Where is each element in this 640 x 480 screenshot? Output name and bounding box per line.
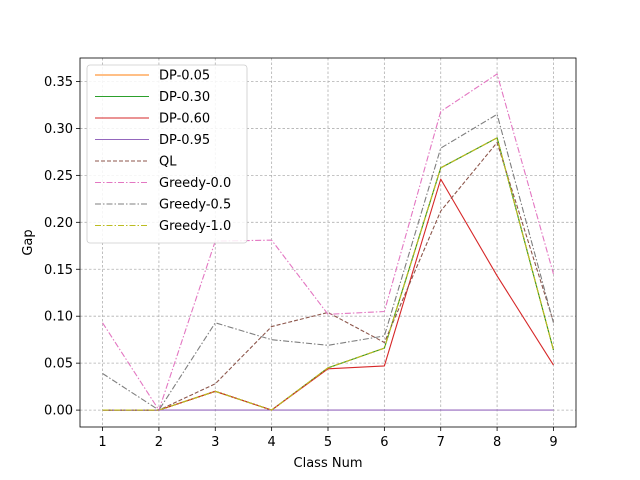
x-tick-label: 9 bbox=[549, 435, 557, 450]
legend-label: Greedy-0.0 bbox=[159, 176, 231, 191]
series-line-ql bbox=[102, 141, 554, 411]
x-tick-label: 6 bbox=[380, 435, 388, 450]
x-tick-label: 3 bbox=[211, 435, 219, 450]
x-tick-label: 7 bbox=[437, 435, 445, 450]
x-tick-label: 8 bbox=[493, 435, 501, 450]
legend-label: DP-0.95 bbox=[159, 133, 210, 148]
x-tick-label: 2 bbox=[155, 435, 163, 450]
x-tick-label: 1 bbox=[98, 435, 106, 450]
y-tick-label: 0.20 bbox=[44, 216, 73, 231]
series-lines bbox=[102, 73, 554, 411]
series-line-dp-0-60 bbox=[102, 178, 554, 411]
x-axis: 1 2 3 4 5 6 7 8 9 bbox=[98, 427, 558, 450]
legend-label: Greedy-1.0 bbox=[159, 219, 231, 234]
series-line-greedy-1-0 bbox=[102, 137, 554, 411]
x-tick-label: 4 bbox=[267, 435, 275, 450]
y-tick-label: 0.00 bbox=[44, 404, 73, 419]
y-axis: 0.00 0.05 0.10 0.15 0.20 0.25 0.30 0.35 bbox=[44, 75, 80, 419]
y-tick-label: 0.30 bbox=[44, 122, 73, 137]
legend-label: DP-0.30 bbox=[159, 90, 210, 105]
y-tick-label: 0.35 bbox=[44, 75, 73, 90]
x-axis-label: Class Num bbox=[294, 456, 363, 471]
y-tick-label: 0.25 bbox=[44, 169, 73, 184]
series-line-greedy-0-5 bbox=[102, 113, 554, 411]
y-tick-label: 0.05 bbox=[44, 357, 73, 372]
legend-label: DP-0.60 bbox=[159, 112, 210, 127]
legend: DP-0.05 DP-0.30 DP-0.60 DP-0.95 QL Greedy-0.0… bbox=[86, 64, 248, 244]
y-tick-label: 0.10 bbox=[44, 310, 73, 325]
y-axis-label: Gap bbox=[21, 229, 36, 255]
legend-label: Greedy-0.5 bbox=[159, 198, 231, 213]
y-tick-label: 0.15 bbox=[44, 263, 73, 278]
legend-label: DP-0.05 bbox=[159, 69, 210, 84]
legend-box bbox=[86, 64, 248, 244]
series-line-greedy-0-0 bbox=[102, 73, 554, 411]
legend-label: QL bbox=[159, 155, 177, 170]
x-tick-label: 5 bbox=[324, 435, 332, 450]
